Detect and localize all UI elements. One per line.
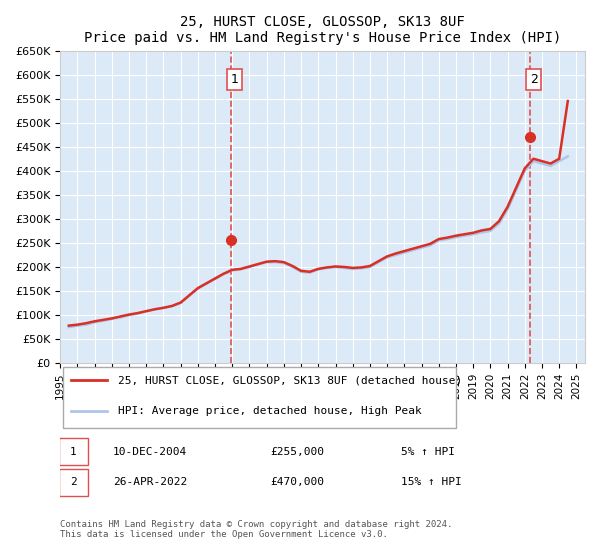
Text: Contains HM Land Registry data © Crown copyright and database right 2024.
This d: Contains HM Land Registry data © Crown c… (60, 520, 452, 539)
Text: 1: 1 (230, 73, 238, 86)
Text: 26-APR-2022: 26-APR-2022 (113, 478, 187, 488)
Text: £470,000: £470,000 (270, 478, 324, 488)
Text: 5% ↑ HPI: 5% ↑ HPI (401, 447, 455, 457)
Text: £255,000: £255,000 (270, 447, 324, 457)
FancyBboxPatch shape (59, 438, 88, 465)
Text: HPI: Average price, detached house, High Peak: HPI: Average price, detached house, High… (118, 406, 422, 416)
Text: 2: 2 (530, 73, 538, 86)
Text: 1: 1 (70, 447, 77, 457)
FancyBboxPatch shape (63, 367, 457, 428)
Text: 2: 2 (70, 478, 77, 488)
Text: 25, HURST CLOSE, GLOSSOP, SK13 8UF (detached house): 25, HURST CLOSE, GLOSSOP, SK13 8UF (deta… (118, 375, 462, 385)
Text: 15% ↑ HPI: 15% ↑ HPI (401, 478, 462, 488)
Text: 10-DEC-2004: 10-DEC-2004 (113, 447, 187, 457)
FancyBboxPatch shape (59, 469, 88, 496)
Title: 25, HURST CLOSE, GLOSSOP, SK13 8UF
Price paid vs. HM Land Registry's House Price: 25, HURST CLOSE, GLOSSOP, SK13 8UF Price… (84, 15, 561, 45)
